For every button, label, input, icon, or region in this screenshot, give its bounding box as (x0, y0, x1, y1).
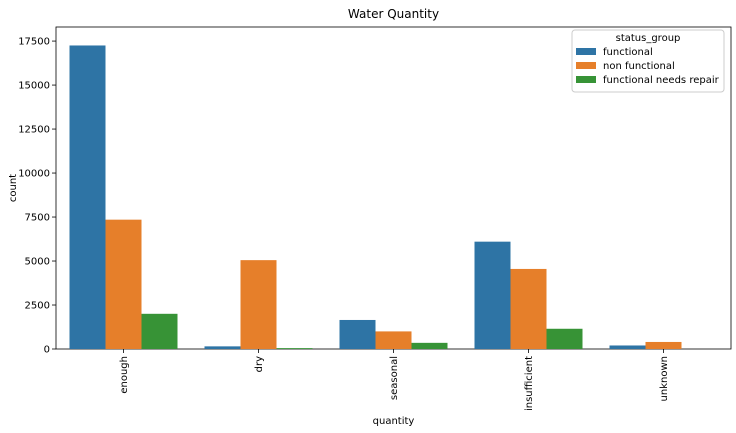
x-tick-label: dry (254, 356, 265, 372)
y-tick-label: 0 (44, 345, 50, 356)
bar-functional-dry (204, 346, 241, 349)
y-axis: 0 2500 5000 7500 10000 12500 15000 17500 (18, 37, 56, 356)
legend-swatch-functional (576, 48, 596, 55)
x-tick-label: insufficient (524, 356, 535, 411)
y-tick-label: 10000 (18, 169, 50, 180)
bar-functional-unknown (609, 345, 646, 349)
bar-functional-needs-repair-dry (276, 348, 313, 349)
bar-non-functional-dry (240, 260, 277, 349)
y-tick-label: 15000 (18, 81, 50, 92)
x-axis: enough dry seasonal insufficient unknown (119, 349, 670, 411)
bar-functional-needs-repair-insufficient (546, 328, 583, 349)
legend-label-functional-needs-repair: functional needs repair (603, 75, 720, 86)
x-tick-label: seasonal (389, 356, 400, 400)
legend-title: status_group (616, 33, 681, 44)
y-axis-label: count (8, 174, 19, 202)
bar-functional-seasonal (339, 319, 376, 349)
legend-swatch-functional-needs-repair (576, 76, 596, 83)
y-tick-label: 5000 (25, 257, 50, 268)
bar-non-functional-unknown (645, 341, 682, 349)
legend-box (571, 29, 725, 93)
x-tick-label: unknown (659, 356, 670, 401)
bar-functional-enough (69, 45, 106, 350)
y-tick-label: 7500 (25, 213, 50, 224)
bars-group (69, 45, 682, 350)
y-tick-label: 17500 (18, 37, 50, 48)
bar-functional-needs-repair-seasonal (411, 342, 448, 349)
legend-swatch-non-functional (576, 62, 596, 69)
y-tick-label: 12500 (18, 125, 50, 136)
chart-title: Water Quantity (348, 7, 439, 21)
bar-non-functional-seasonal (375, 331, 412, 349)
bar-non-functional-enough (105, 219, 142, 349)
legend: status_group functional non functional func… (571, 29, 725, 93)
x-tick-label: enough (119, 356, 130, 394)
bar-functional-needs-repair-enough (141, 313, 178, 349)
legend-label-functional: functional (603, 47, 653, 58)
legend-label-non-functional: non functional (603, 61, 675, 72)
bar-functional-insufficient (474, 241, 511, 349)
y-tick-label: 2500 (25, 301, 50, 312)
bar-non-functional-insufficient (510, 268, 547, 349)
x-axis-label: quantity (373, 416, 415, 427)
